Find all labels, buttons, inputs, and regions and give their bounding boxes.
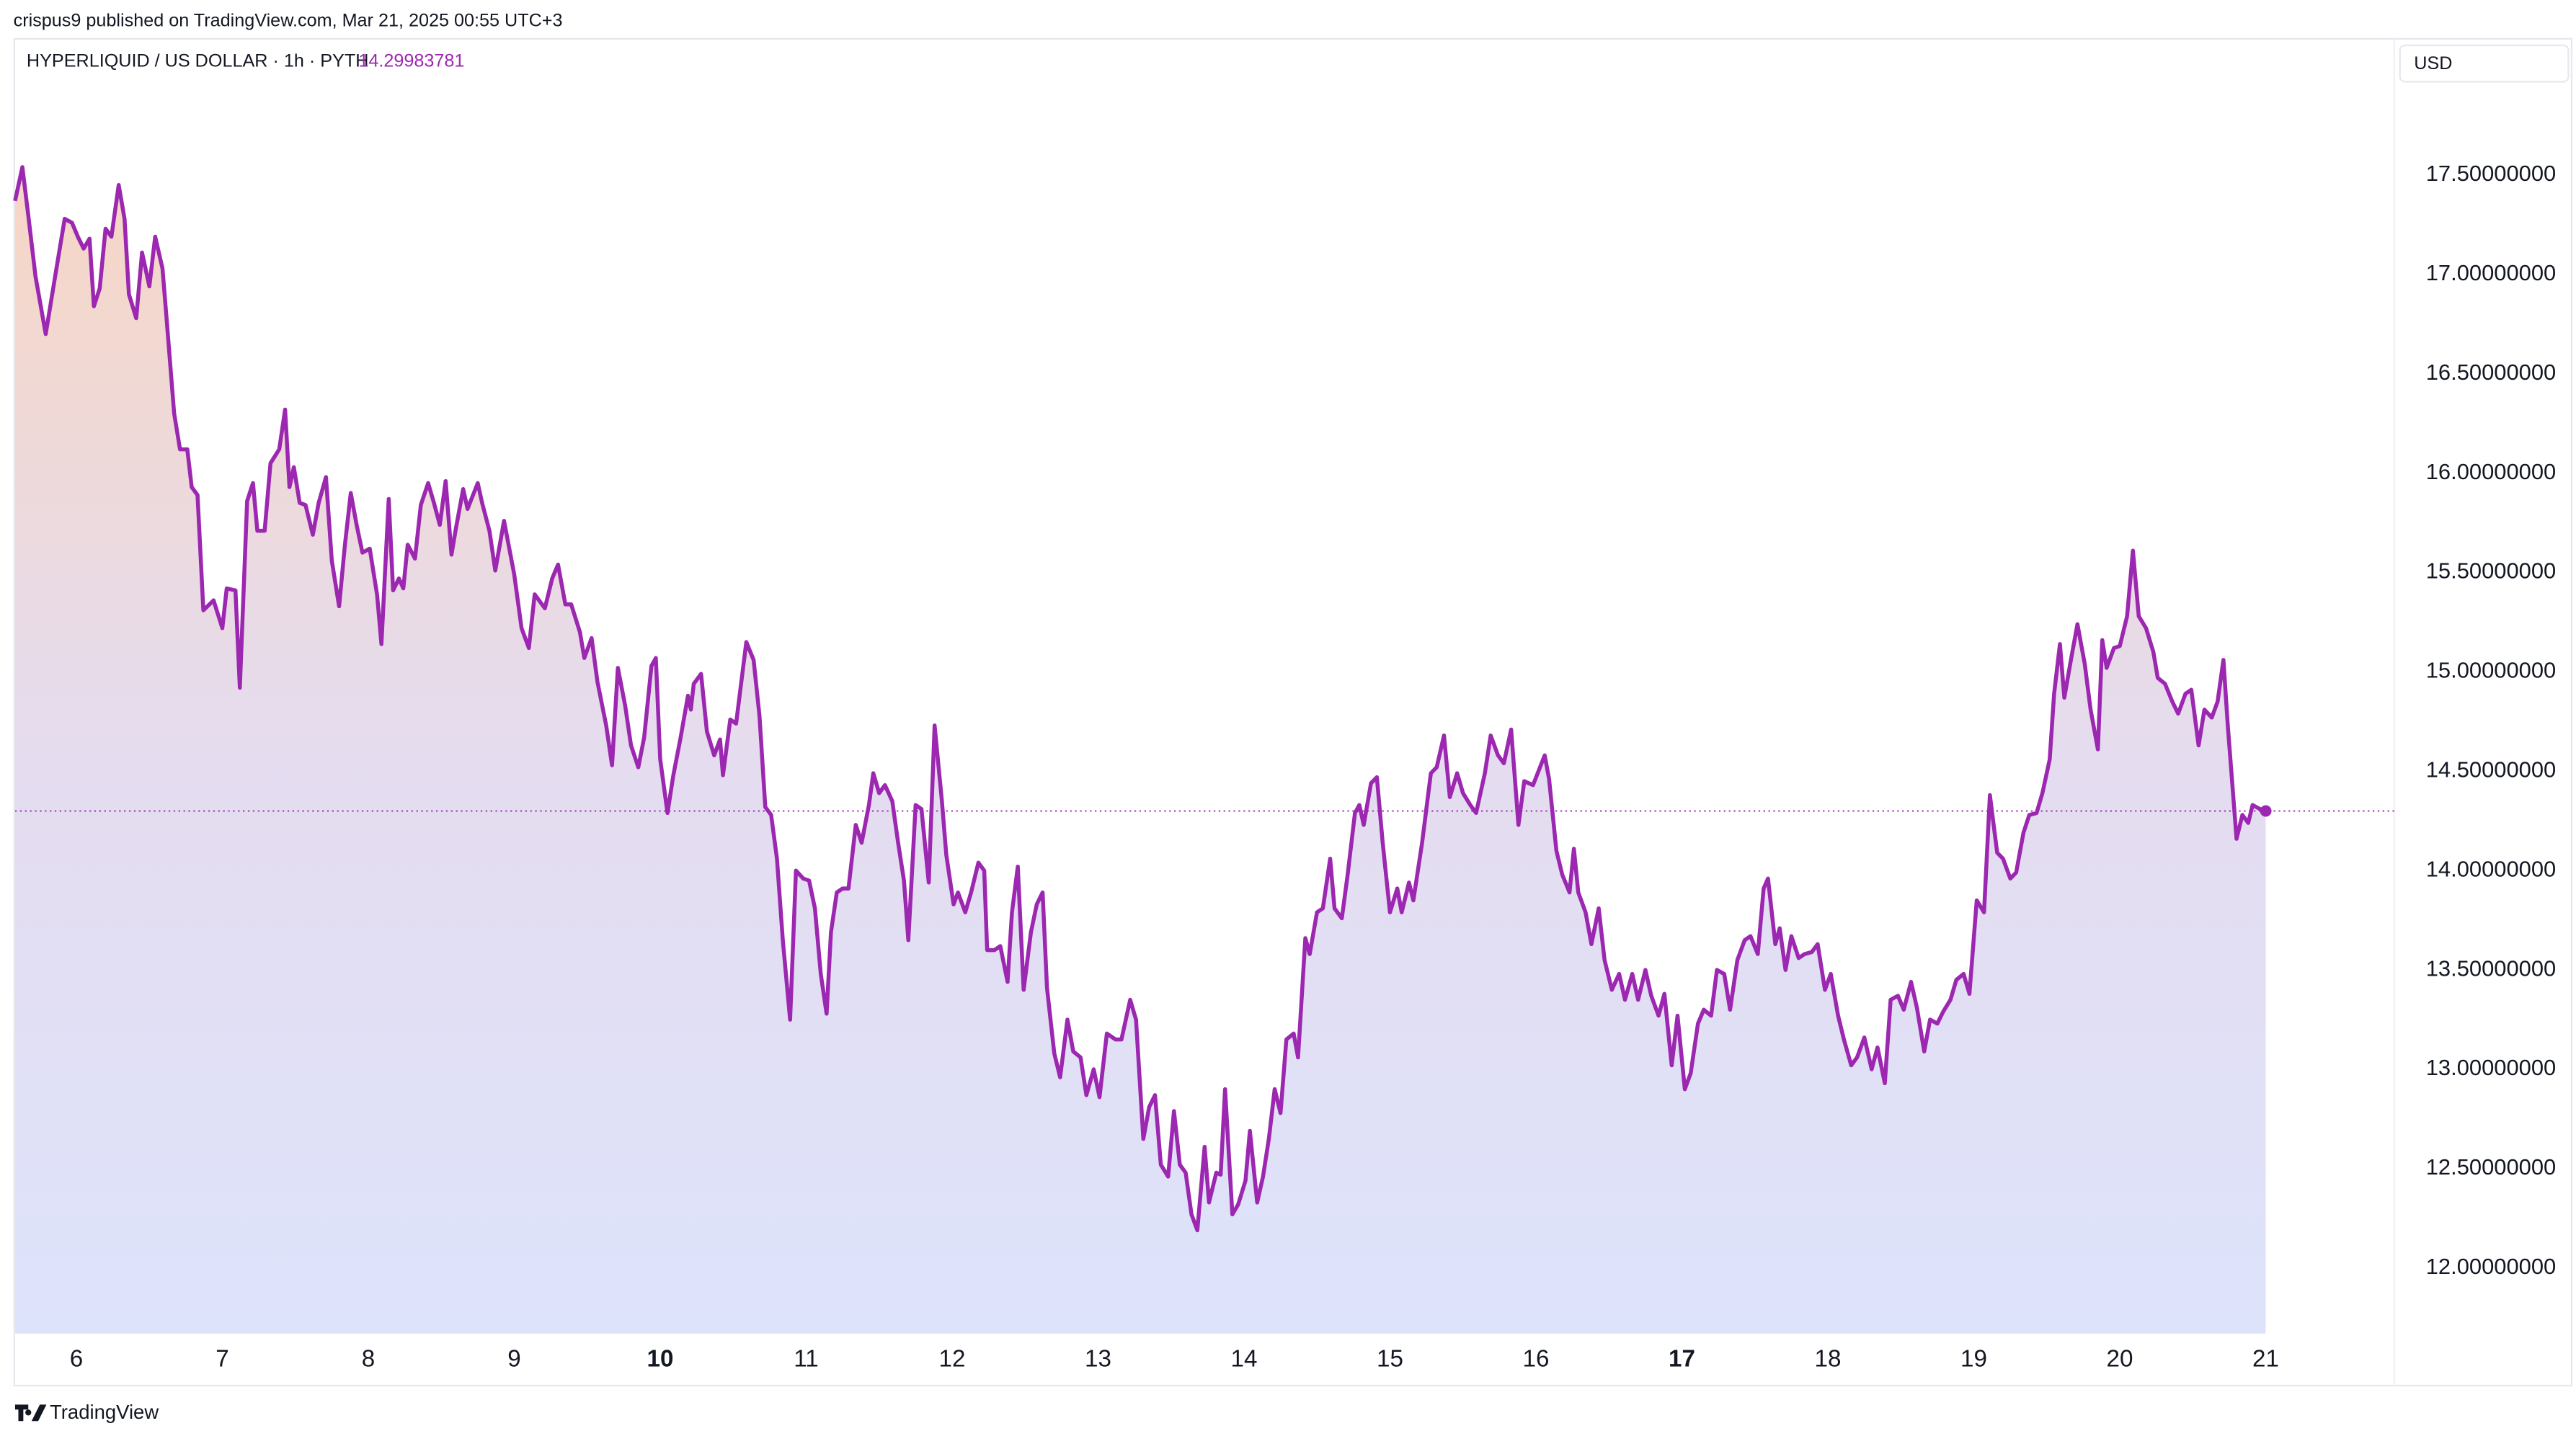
area-fill: [14, 166, 2266, 1334]
last-point: [2260, 805, 2272, 817]
y-tick-label: 14.50000000: [2426, 757, 2556, 783]
y-tick-label: 16.00000000: [2426, 459, 2556, 484]
y-tick-label: 16.50000000: [2426, 360, 2556, 385]
last-price-label: 14.29983781: [358, 51, 464, 71]
x-tick-label: 13: [1085, 1345, 1111, 1372]
symbol-title: HYPERLIQUID / US DOLLAR · 1h · PYTH: [27, 51, 368, 71]
x-tick-label: 6: [70, 1345, 83, 1372]
y-tick-label: 17.50000000: [2426, 161, 2556, 186]
x-tick-label: 16: [1523, 1345, 1550, 1372]
currency-label: USD: [2414, 53, 2452, 73]
y-tick-label: 13.00000000: [2426, 1055, 2556, 1080]
x-tick-label: 21: [2252, 1345, 2279, 1372]
y-tick-label: 17.00000000: [2426, 260, 2556, 285]
x-tick-label: 18: [1815, 1345, 1842, 1372]
y-tick-label: 12.00000000: [2426, 1254, 2556, 1279]
x-tick-label: 15: [1377, 1345, 1403, 1372]
x-tick-label: 14: [1231, 1345, 1258, 1372]
y-tick-label: 15.50000000: [2426, 558, 2556, 584]
x-tick-label: 7: [216, 1345, 228, 1372]
plot-area: [13, 165, 2394, 1334]
y-tick-label: 14.00000000: [2426, 856, 2556, 881]
publisher-line: crispus9 published on TradingView.com, M…: [14, 10, 563, 30]
y-tick-label: 12.50000000: [2426, 1154, 2556, 1180]
x-tick-label: 12: [939, 1345, 966, 1372]
x-tick-label: 20: [2107, 1345, 2133, 1372]
x-tick-label: 8: [362, 1345, 375, 1372]
logo-icon: [14, 1404, 47, 1422]
y-tick-label: 13.50000000: [2426, 955, 2556, 981]
x-tick-label: 17: [1669, 1345, 1695, 1372]
y-tick-label: 15.00000000: [2426, 658, 2556, 683]
price-line: [13, 165, 2267, 1233]
x-tick-label: 9: [507, 1345, 520, 1372]
x-tick-label: 10: [647, 1345, 674, 1372]
chart-frame: [13, 37, 2573, 1387]
currency-box[interactable]: [2399, 44, 2570, 83]
brand-name: TradingView: [50, 1401, 159, 1423]
brand-logo: TradingView: [14, 1401, 159, 1423]
x-tick-label: 19: [1960, 1345, 1987, 1372]
x-tick-label: 11: [794, 1345, 818, 1372]
